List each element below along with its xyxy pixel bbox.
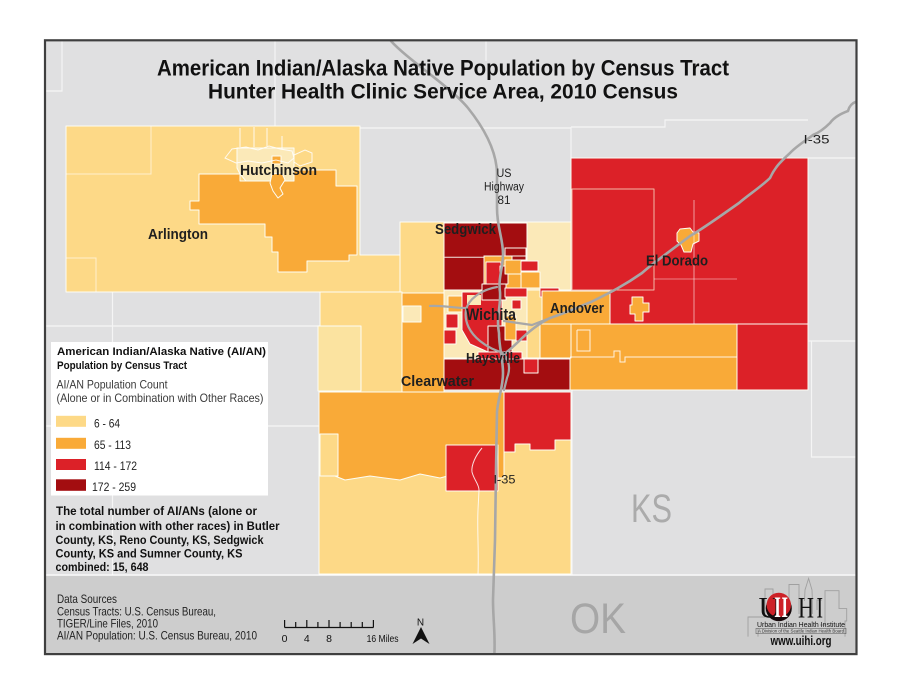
svg-text:Clearwater: Clearwater bbox=[401, 374, 474, 390]
svg-text:16 Miles: 16 Miles bbox=[367, 633, 399, 645]
svg-text:US: US bbox=[497, 168, 512, 180]
svg-text:combined: 15, 648: combined: 15, 648 bbox=[56, 560, 149, 574]
svg-text:I: I bbox=[774, 591, 781, 624]
svg-text:65 - 113: 65 - 113 bbox=[94, 438, 131, 452]
svg-text:The total number of AI/ANs (al: The total number of AI/ANs (alone or bbox=[56, 504, 257, 518]
svg-text:Census Tracts: U.S. Census Bur: Census Tracts: U.S. Census Bureau, bbox=[57, 604, 216, 618]
svg-text:Population by Census Tract: Population by Census Tract bbox=[57, 360, 187, 372]
svg-text:KS: KS bbox=[631, 487, 672, 531]
svg-text:OK: OK bbox=[570, 595, 626, 643]
svg-text:N: N bbox=[417, 618, 424, 629]
svg-text:6 - 64: 6 - 64 bbox=[94, 417, 120, 431]
svg-text:Andover: Andover bbox=[550, 301, 604, 317]
svg-text:Hutchinson: Hutchinson bbox=[240, 163, 317, 179]
svg-text:81: 81 bbox=[498, 195, 511, 207]
svg-text:Hunter Health Clinic Service A: Hunter Health Clinic Service Area, 2010 … bbox=[208, 81, 678, 104]
svg-text:I: I bbox=[817, 592, 824, 625]
svg-text:114 - 172: 114 - 172 bbox=[94, 459, 137, 473]
svg-text:Sedgwick: Sedgwick bbox=[435, 222, 497, 238]
svg-text:Arlington: Arlington bbox=[148, 227, 208, 243]
svg-text:I: I bbox=[782, 591, 789, 624]
svg-text:I-35: I-35 bbox=[804, 135, 830, 147]
svg-text:4: 4 bbox=[304, 633, 310, 645]
svg-text:Highway: Highway bbox=[484, 182, 524, 194]
svg-text:H: H bbox=[798, 592, 814, 625]
svg-text:Data Sources: Data Sources bbox=[57, 592, 117, 606]
svg-text:in combination with other race: in combination with other races) in Butl… bbox=[56, 519, 280, 533]
svg-text:A Division of the Seattle Indi: A Division of the Seattle Indian Health … bbox=[758, 629, 844, 634]
svg-text:AI/AN Population: U.S. Census: AI/AN Population: U.S. Census Bureau, 20… bbox=[57, 629, 257, 643]
svg-text:Haysville: Haysville bbox=[466, 351, 520, 367]
svg-text:(Alone or in Combination with: (Alone or in Combination with Other Race… bbox=[57, 392, 264, 405]
svg-text:American Indian/Alaska Native: American Indian/Alaska Native (AI/AN) bbox=[57, 346, 266, 358]
svg-text:TIGER/Line Files, 2010: TIGER/Line Files, 2010 bbox=[57, 616, 158, 630]
svg-text:County, KS, Reno County, KS, S: County, KS, Reno County, KS, Sedgwick bbox=[56, 533, 264, 547]
svg-text:www.uihi.org: www.uihi.org bbox=[770, 634, 832, 648]
svg-text:0: 0 bbox=[282, 633, 288, 645]
svg-text:Wichita: Wichita bbox=[466, 306, 517, 324]
svg-text:El Dorado: El Dorado bbox=[646, 254, 708, 270]
svg-text:American Indian/Alaska Native: American Indian/Alaska Native Population… bbox=[157, 56, 730, 81]
svg-text:172 - 259: 172 - 259 bbox=[92, 480, 136, 494]
svg-text:I-35: I-35 bbox=[494, 475, 516, 487]
svg-text:Urban Indian Health Institute: Urban Indian Health Institute bbox=[757, 620, 845, 629]
svg-text:8: 8 bbox=[326, 633, 332, 645]
svg-text:AI/AN Population Count: AI/AN Population Count bbox=[57, 379, 169, 392]
svg-text:U: U bbox=[759, 592, 781, 625]
svg-text:County, KS and Sumner County,: County, KS and Sumner County, KS bbox=[56, 547, 243, 561]
